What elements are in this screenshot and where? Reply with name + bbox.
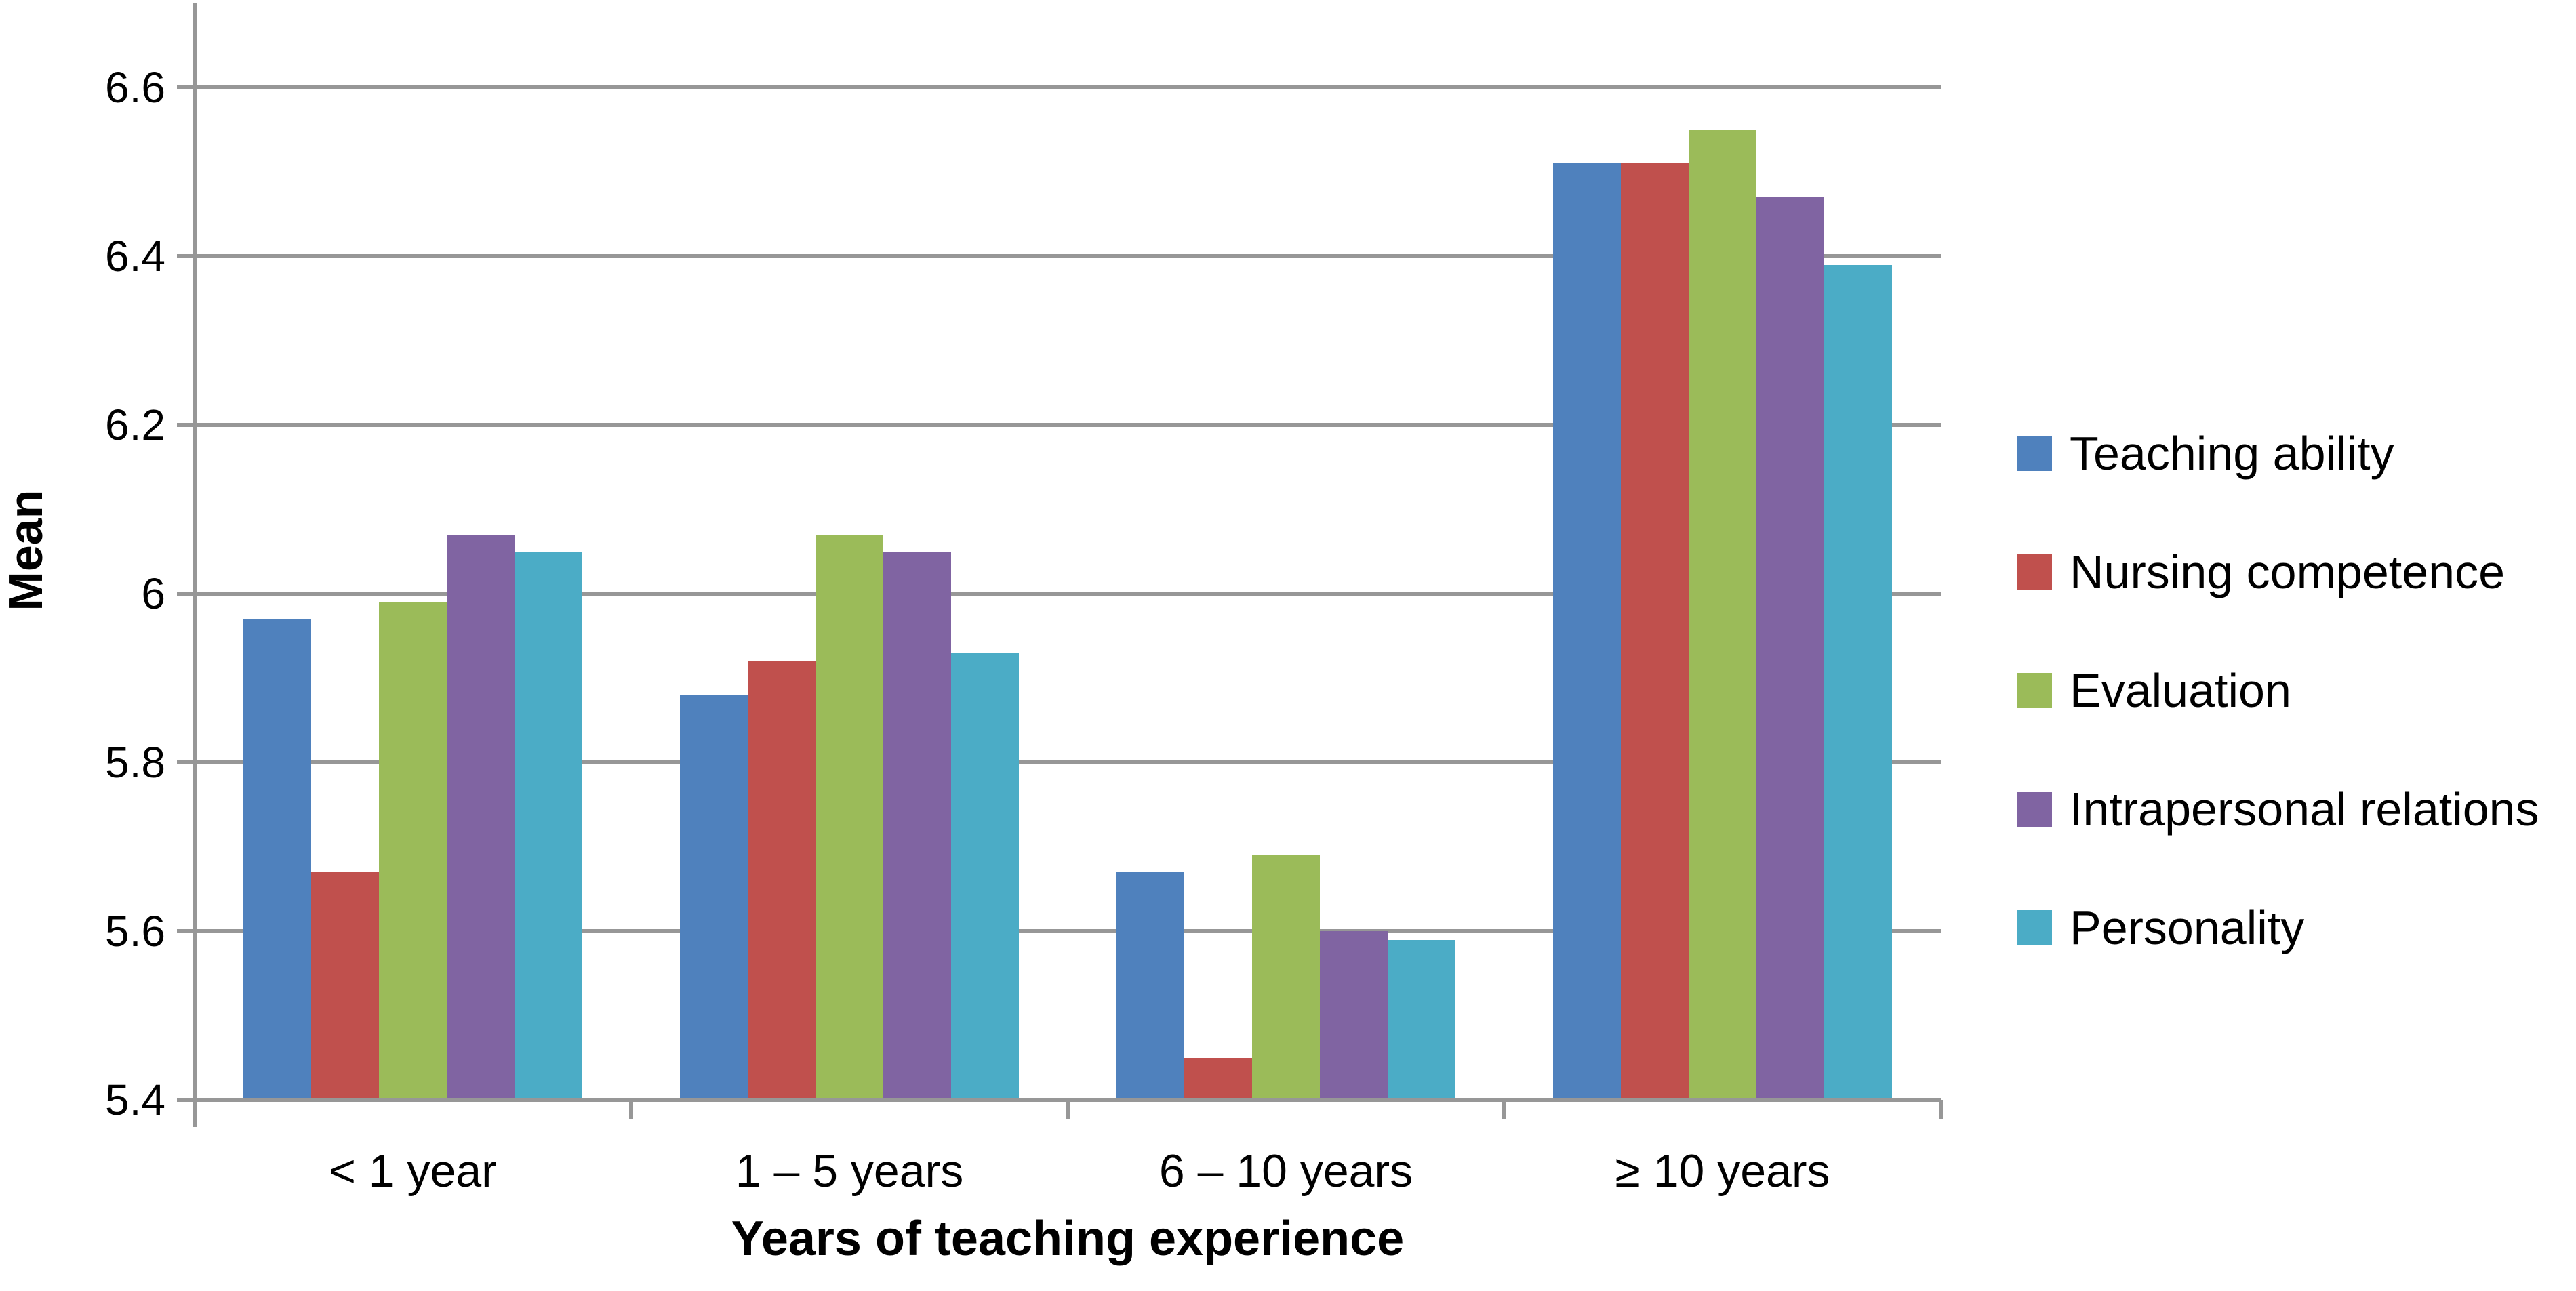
y-tick-label-5.8: 5.8 [105, 738, 165, 787]
evaluation-bar-10-years [1689, 129, 1756, 1100]
x-axis-title: Years of teaching experience [731, 1212, 1405, 1266]
legend-item-nursing-competence: Nursing competence [2017, 546, 2505, 598]
y-tick-label-6.2: 6.2 [105, 401, 165, 450]
legend-label-teaching-ability: Teaching ability [2070, 427, 2394, 480]
legend-item-evaluation: Evaluation [2017, 665, 2291, 716]
y-tick-label-5.6: 5.6 [105, 907, 165, 956]
y-tick-5.8 [177, 760, 195, 765]
legend-label-personality: Personality [2070, 901, 2305, 954]
x-category-label-1-year: < 1 year [329, 1145, 497, 1197]
legend-label-evaluation: Evaluation [2070, 664, 2291, 717]
y-tick-label-6: 6 [141, 569, 165, 619]
x-tick-2 [1066, 1100, 1070, 1119]
intrapersonal-relations-bar-10-years [1756, 197, 1824, 1100]
y-tick-5.6 [177, 929, 195, 934]
x-category-label-10-years: ≥ 10 years [1615, 1145, 1830, 1197]
nursing-competence-bar-1-year [311, 872, 379, 1100]
teaching-ability-bar-1-year [243, 619, 311, 1100]
gridline-6.4 [195, 254, 1941, 259]
gridline-6 [195, 592, 1941, 596]
nursing-competence-bar-1-5-years [748, 661, 816, 1100]
legend-label-nursing-competence: Nursing competence [2070, 546, 2505, 598]
y-tick-label-6.4: 6.4 [105, 232, 165, 281]
y-tick-label-6.6: 6.6 [105, 63, 165, 112]
evaluation-bar-6-10-years [1252, 855, 1320, 1100]
gridline-6.2 [195, 423, 1941, 428]
gridline-6.6 [195, 85, 1941, 90]
y-tick-6.2 [177, 423, 195, 428]
legend-swatch-nursing-competence [2017, 554, 2052, 590]
legend-item-personality: Personality [2017, 902, 2304, 954]
y-tick-6 [177, 592, 195, 596]
legend-swatch-intrapersonal-relations [2017, 792, 2052, 827]
gridline-5.6 [195, 929, 1941, 934]
personality-bar-10-years [1824, 264, 1892, 1100]
teaching-ability-bar-10-years [1553, 163, 1621, 1100]
legend-item-intrapersonal-relations: Intrapersonal relations [2017, 783, 2539, 835]
y-tick-6.4 [177, 254, 195, 259]
nursing-competence-bar-10-years [1621, 163, 1689, 1100]
nursing-competence-bar-6-10-years [1184, 1057, 1252, 1100]
y-axis-line [193, 3, 197, 1127]
personality-bar-6-10-years [1388, 939, 1455, 1100]
teaching-ability-bar-1-5-years [680, 695, 748, 1100]
evaluation-bar-1-5-years [816, 535, 883, 1100]
teaching-ability-bar-6-10-years [1116, 872, 1184, 1100]
x-tick-4 [1939, 1100, 1943, 1119]
x-category-label-6-10-years: 6 – 10 years [1159, 1145, 1413, 1197]
personality-bar-1-year [515, 552, 582, 1100]
y-tick-6.6 [177, 85, 195, 90]
legend-swatch-evaluation [2017, 673, 2052, 708]
y-tick-label-5.4: 5.4 [105, 1075, 165, 1124]
x-tick-3 [1502, 1100, 1506, 1119]
evaluation-bar-1-year [379, 602, 447, 1100]
personality-bar-1-5-years [951, 653, 1019, 1100]
legend-swatch-personality [2017, 910, 2052, 945]
legend-swatch-teaching-ability [2017, 436, 2052, 471]
y-tick-5.4 [177, 1098, 195, 1102]
intrapersonal-relations-bar-1-5-years [883, 552, 951, 1100]
x-tick-1 [629, 1100, 633, 1119]
intrapersonal-relations-bar-1-year [447, 535, 515, 1100]
x-category-label-1-5-years: 1 – 5 years [735, 1145, 964, 1197]
legend-item-teaching-ability: Teaching ability [2017, 428, 2394, 479]
gridline-5.8 [195, 760, 1941, 765]
legend-label-intrapersonal-relations: Intrapersonal relations [2070, 783, 2539, 836]
x-tick-0 [193, 1100, 197, 1119]
intrapersonal-relations-bar-6-10-years [1320, 931, 1388, 1100]
